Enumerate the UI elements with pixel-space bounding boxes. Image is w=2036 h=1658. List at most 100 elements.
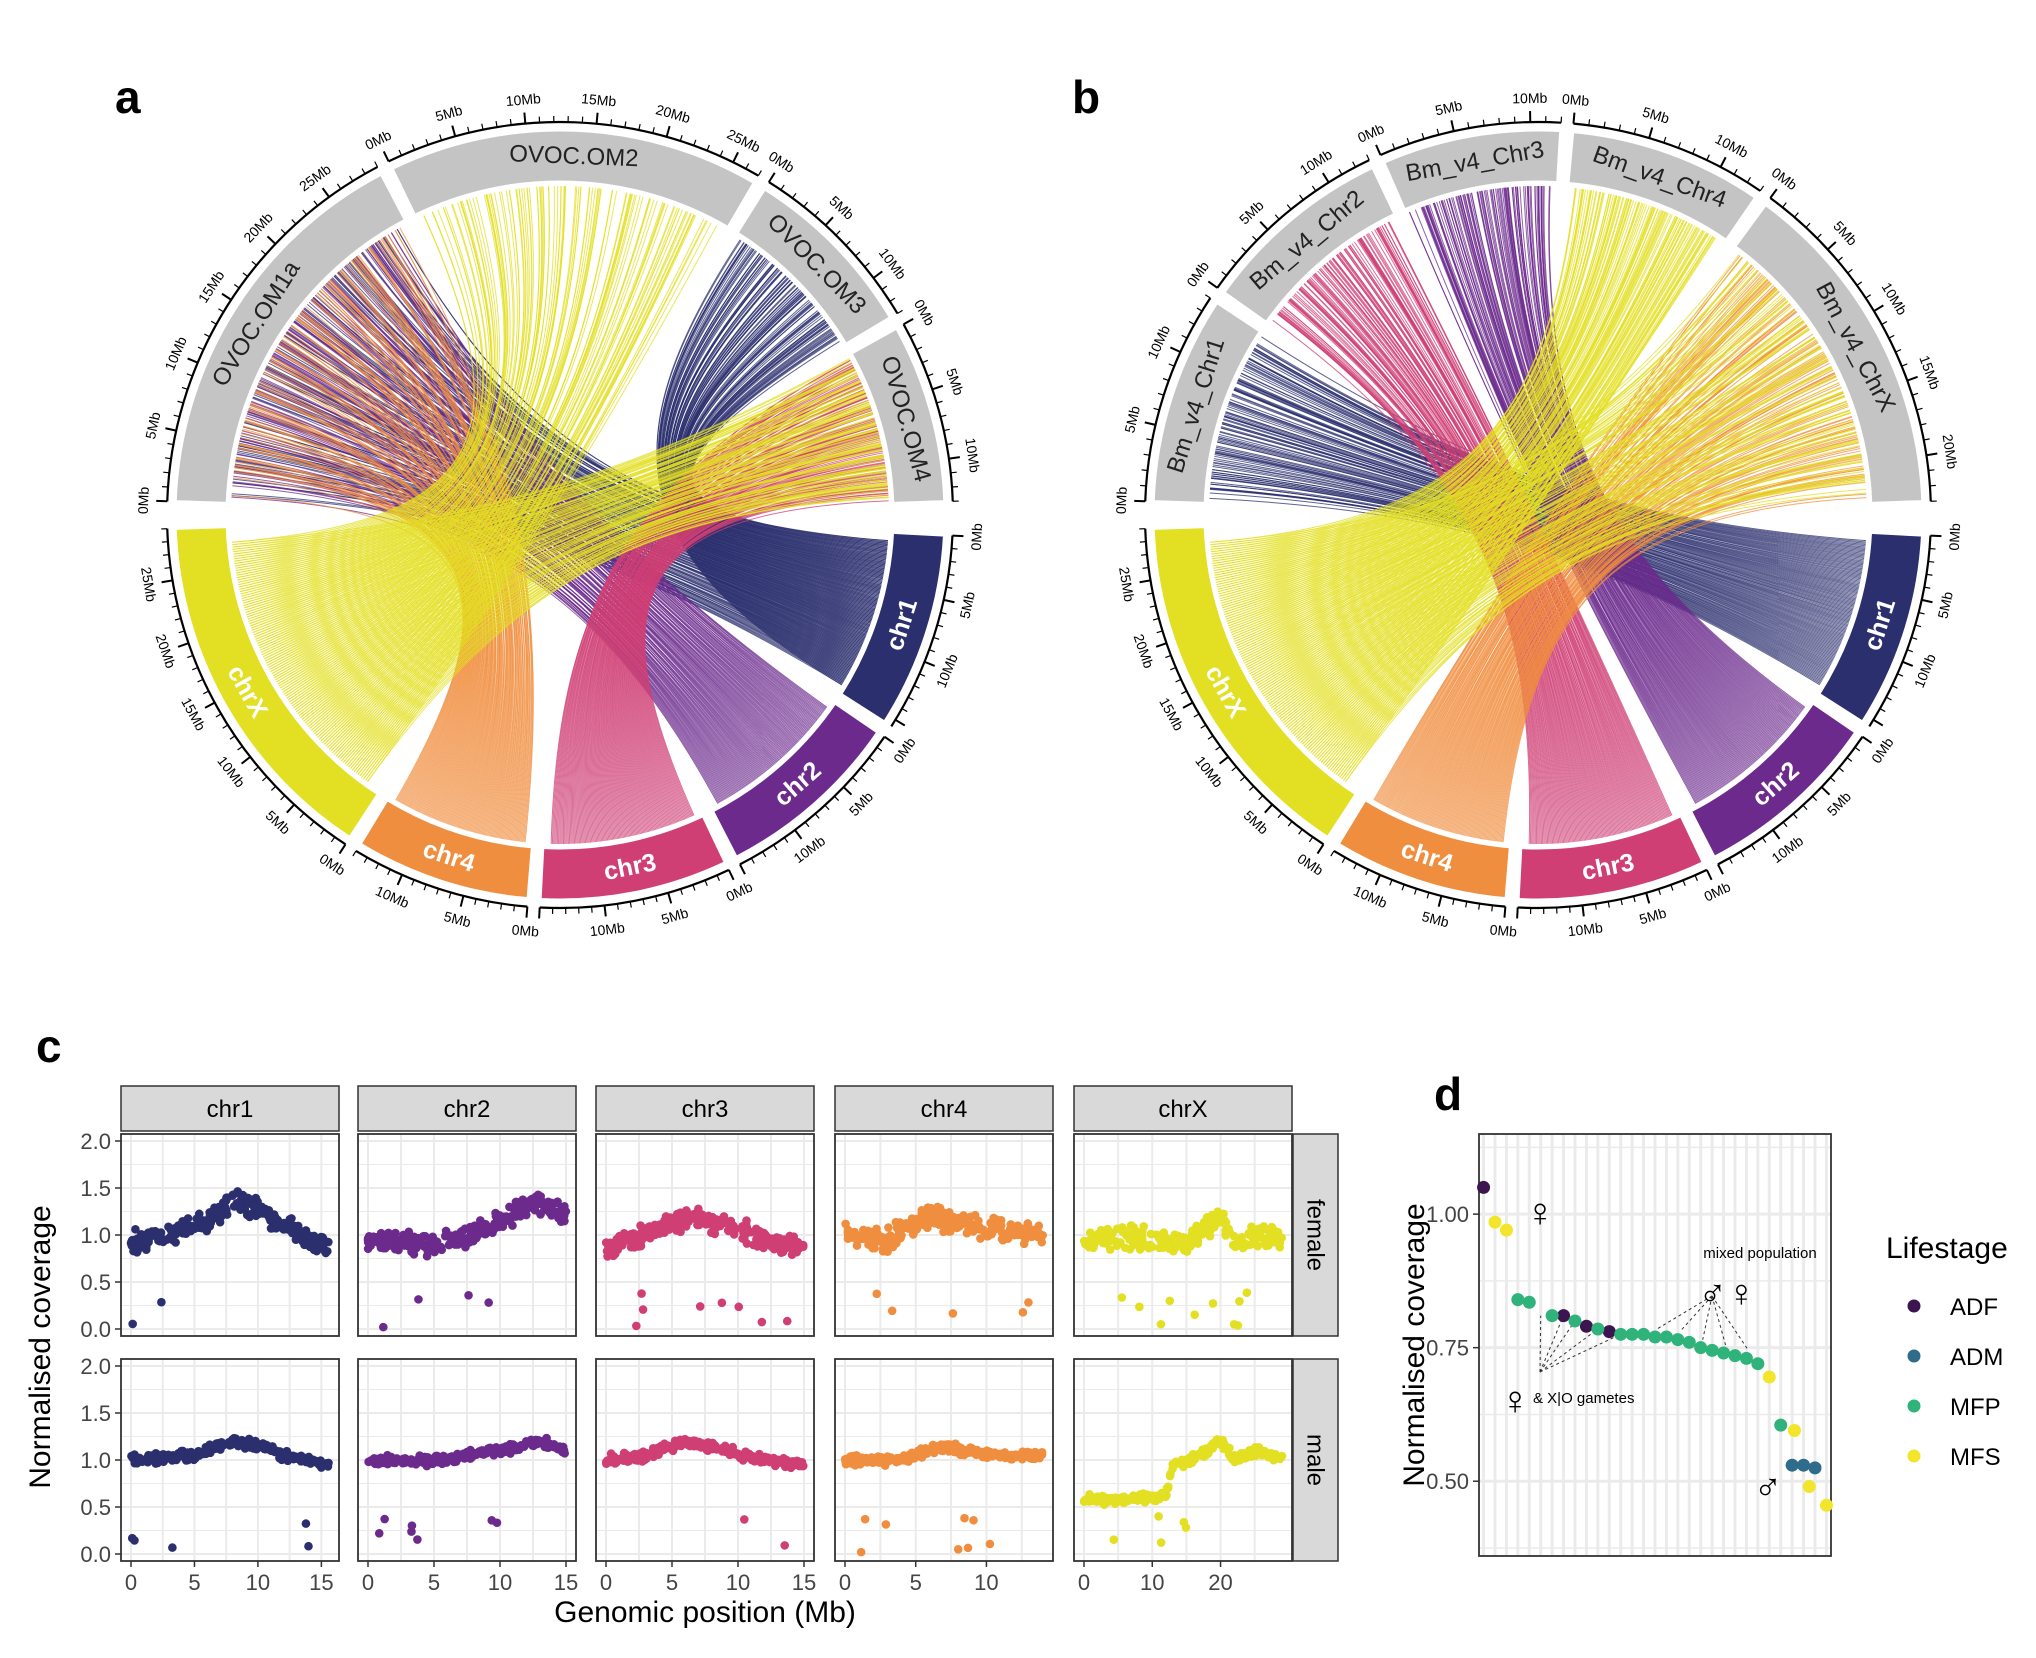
data-point bbox=[1156, 1319, 1166, 1329]
minor-tick bbox=[950, 560, 957, 563]
major-tick bbox=[932, 384, 944, 391]
minor-tick bbox=[1311, 185, 1317, 192]
facet-female-chr4 bbox=[834, 1133, 1054, 1337]
minor-tick bbox=[1891, 685, 1898, 689]
data-point bbox=[249, 1201, 259, 1211]
link-line bbox=[291, 446, 882, 707]
minor-tick bbox=[467, 126, 470, 133]
data-point bbox=[1218, 1438, 1227, 1447]
chromosome-band-chr4 bbox=[1336, 797, 1512, 901]
major-tick bbox=[1769, 188, 1778, 199]
data-point bbox=[524, 1201, 534, 1211]
data-point bbox=[270, 1212, 280, 1222]
axis-arc-bm-v4-chr4 bbox=[1573, 122, 1761, 192]
axis-arc-chr2 bbox=[1717, 736, 1864, 866]
facet-male-chr3: 0 5 10 15 bbox=[595, 1358, 816, 1595]
data-point bbox=[1198, 1448, 1208, 1458]
data-point bbox=[491, 1443, 501, 1452]
link-line bbox=[274, 350, 776, 764]
data-point bbox=[157, 1297, 166, 1307]
minor-tick bbox=[913, 685, 920, 689]
minor-tick bbox=[330, 836, 336, 843]
data-point bbox=[559, 1446, 569, 1455]
tick-label: 25Mb bbox=[1116, 566, 1138, 603]
data-point bbox=[794, 1459, 804, 1469]
minor-tick bbox=[375, 863, 380, 870]
data-point bbox=[1602, 1325, 1616, 1339]
minor-tick bbox=[168, 592, 175, 595]
link-line bbox=[1359, 237, 1637, 830]
data-point bbox=[612, 1458, 621, 1467]
minor-tick bbox=[387, 869, 391, 876]
data-point bbox=[1557, 1309, 1571, 1323]
minor-tick bbox=[638, 124, 641, 131]
data-point bbox=[863, 1236, 873, 1246]
facet-strip-label-chr1: chr1 bbox=[207, 1096, 254, 1123]
minor-tick bbox=[946, 442, 953, 446]
minor-tick bbox=[940, 611, 947, 615]
axis-arc-ovoc-om1a bbox=[166, 165, 379, 502]
link-line bbox=[249, 403, 870, 625]
data-point bbox=[637, 1289, 646, 1298]
tick-label: 25Mb bbox=[296, 161, 334, 195]
data-point bbox=[369, 1232, 378, 1241]
data-point bbox=[301, 1519, 311, 1528]
major-tick bbox=[1906, 375, 1918, 382]
minor-tick bbox=[750, 857, 755, 864]
link-line bbox=[239, 194, 506, 593]
minor-tick bbox=[1330, 850, 1335, 857]
link-line bbox=[1310, 455, 1862, 754]
minor-tick bbox=[1156, 630, 1163, 634]
link-line bbox=[293, 190, 613, 709]
link-line bbox=[337, 479, 888, 759]
y-tick-label: 2.0 bbox=[80, 1354, 111, 1379]
link-line bbox=[640, 490, 889, 820]
data-point bbox=[917, 1209, 927, 1218]
data-point bbox=[1257, 1448, 1266, 1457]
major-tick bbox=[595, 112, 599, 124]
major-tick bbox=[894, 718, 906, 727]
data-point bbox=[407, 1521, 417, 1530]
major-tick bbox=[903, 317, 914, 326]
tick-label: 10Mb bbox=[161, 334, 189, 373]
data-point bbox=[1275, 1453, 1285, 1462]
data-point bbox=[157, 1450, 167, 1460]
minor-tick bbox=[197, 346, 204, 351]
minor-tick bbox=[680, 888, 684, 895]
link-line bbox=[253, 406, 871, 636]
minor-tick bbox=[1207, 735, 1214, 740]
data-point bbox=[1477, 1180, 1491, 1194]
minor-tick bbox=[951, 547, 958, 550]
link-line bbox=[279, 186, 580, 689]
data-point bbox=[638, 1305, 648, 1314]
data-point bbox=[512, 1197, 522, 1207]
data-point bbox=[639, 1223, 649, 1233]
chromosome-band-chr4 bbox=[358, 797, 534, 901]
major-tick bbox=[1516, 907, 1519, 919]
minor-tick bbox=[481, 123, 484, 130]
data-point bbox=[233, 1187, 242, 1196]
minor-tick bbox=[1854, 746, 1861, 752]
data-point bbox=[490, 1223, 499, 1233]
data-point bbox=[283, 1450, 292, 1460]
data-point bbox=[856, 1547, 866, 1557]
data-point bbox=[717, 1298, 727, 1308]
minor-tick bbox=[215, 713, 222, 718]
major-tick bbox=[1375, 144, 1382, 156]
minor-tick bbox=[834, 795, 840, 802]
data-point bbox=[1545, 1309, 1559, 1323]
data-point bbox=[949, 1212, 958, 1222]
minor-tick bbox=[679, 134, 683, 142]
data-point bbox=[909, 1451, 919, 1460]
link-line bbox=[359, 494, 889, 777]
facet-male-chr1: 0.00.51.01.52.00 5 10 15 bbox=[80, 1354, 340, 1595]
tick-label: 5Mb bbox=[1637, 904, 1668, 927]
x-tick-label: 0 bbox=[362, 1570, 374, 1595]
minor-tick bbox=[162, 554, 170, 556]
major-tick bbox=[204, 701, 216, 709]
data-point bbox=[659, 1442, 668, 1452]
data-point bbox=[195, 1215, 204, 1224]
tick-label: 15Mb bbox=[195, 267, 228, 305]
link-line bbox=[1315, 461, 1863, 759]
minor-tick bbox=[302, 209, 308, 215]
